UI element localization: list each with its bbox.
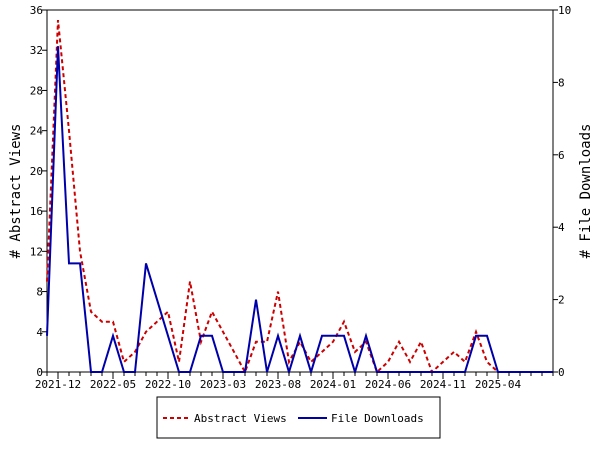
left-tick-label: 32 [30,44,43,57]
right-tick-label: 8 [558,76,565,89]
right-axis-title: # File Downloads [578,124,594,259]
left-tick-label: 20 [30,165,43,178]
x-tick-label: 2022-10 [145,378,191,391]
series-line-abstract-views [46,20,553,375]
left-tick-label: 28 [30,84,43,97]
left-tick-label: 16 [30,205,43,218]
plot-area [46,9,554,373]
legend-label-file-downloads: File Downloads [331,412,424,425]
x-tick-label: 2023-08 [255,378,301,391]
x-tick-label: 2025-04 [475,378,522,391]
left-tick-label: 0 [36,366,43,379]
legend: Abstract Views File Downloads [156,396,441,439]
right-tick-label: 10 [558,4,571,17]
right-tick-label: 0 [558,366,565,379]
x-tick-label: 2024-01 [310,378,356,391]
left-tick-label: 24 [30,125,44,138]
left-tick-label: 8 [36,286,43,299]
left-tick-label: 12 [30,245,43,258]
series-layer [46,20,553,376]
plot-frame [46,9,554,373]
x-tick-label: 2021-12 [35,378,81,391]
x-tick-label: 2024-06 [365,378,411,391]
x-axis: 2021-12 2022-05 2022-10 2023-03 2023-08 2024-… [35,372,554,391]
left-tick-label: 4 [36,326,43,339]
left-tick-label: 36 [30,4,43,17]
right-y-axis: 0 2 4 6 8 10 [553,4,571,379]
series-line-file-downloads [46,46,553,376]
right-tick-label: 4 [558,221,565,234]
x-tick-label: 2023-03 [200,378,246,391]
x-tick-label: 2022-05 [90,378,136,391]
right-tick-label: 6 [558,149,565,162]
right-tick-label: 2 [558,294,565,307]
x-tick-label: 2024-11 [420,378,466,391]
left-axis-title: # Abstract Views [8,124,24,259]
legend-label-abstract-views: Abstract Views [194,412,287,425]
left-y-axis: 0 4 8 12 16 20 24 28 32 36 [30,4,47,379]
